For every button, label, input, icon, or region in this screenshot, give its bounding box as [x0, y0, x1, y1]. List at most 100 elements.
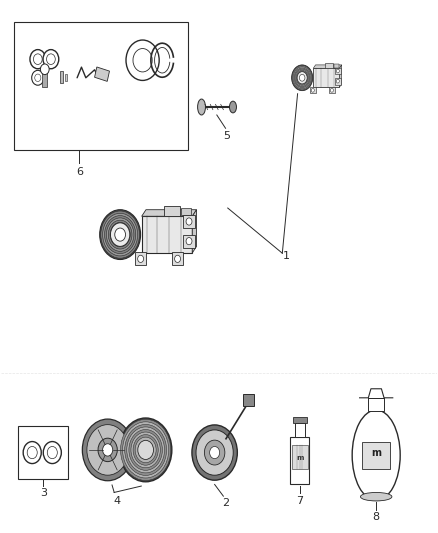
Circle shape [138, 440, 153, 459]
Circle shape [87, 425, 128, 475]
Ellipse shape [352, 410, 400, 500]
Bar [135, 252, 146, 265]
Bar [18, 426, 68, 479]
Circle shape [131, 432, 160, 468]
Circle shape [186, 218, 192, 225]
Bar [335, 78, 341, 85]
Circle shape [125, 424, 166, 475]
Circle shape [135, 437, 156, 463]
Circle shape [336, 69, 339, 73]
Circle shape [175, 255, 180, 262]
Text: 2: 2 [222, 498, 229, 508]
Bar [334, 64, 339, 68]
Text: 5: 5 [223, 132, 230, 141]
Circle shape [105, 216, 136, 254]
Circle shape [123, 422, 169, 478]
Circle shape [102, 213, 138, 256]
Bar [95, 67, 110, 82]
Circle shape [293, 67, 311, 89]
Bar [14, 22, 188, 150]
Text: 4: 4 [114, 496, 121, 506]
Bar [290, 437, 309, 484]
Circle shape [108, 220, 132, 249]
Circle shape [297, 71, 307, 84]
Text: 3: 3 [40, 488, 47, 498]
Circle shape [43, 441, 61, 464]
Bar [313, 68, 339, 87]
Circle shape [101, 211, 140, 258]
Circle shape [330, 88, 333, 92]
Bar [164, 206, 180, 216]
Polygon shape [141, 209, 197, 216]
Bar [294, 423, 305, 437]
Circle shape [102, 444, 113, 456]
Text: m: m [296, 455, 304, 461]
Circle shape [98, 438, 117, 462]
Circle shape [300, 75, 305, 81]
Circle shape [138, 255, 144, 262]
Polygon shape [192, 209, 197, 253]
Bar [292, 445, 307, 469]
Circle shape [133, 434, 158, 465]
Bar [42, 72, 47, 87]
Circle shape [120, 419, 171, 481]
Circle shape [296, 70, 308, 85]
Circle shape [297, 71, 307, 84]
Bar [368, 398, 384, 411]
Polygon shape [313, 65, 342, 68]
Circle shape [35, 74, 41, 82]
Bar [183, 235, 195, 248]
Bar [335, 68, 341, 75]
Circle shape [210, 447, 219, 458]
Circle shape [27, 447, 37, 459]
Circle shape [32, 70, 44, 85]
Bar [172, 252, 183, 265]
Circle shape [47, 447, 57, 459]
Circle shape [294, 68, 310, 87]
Bar [183, 215, 195, 228]
Circle shape [186, 238, 192, 245]
Circle shape [120, 418, 172, 482]
Circle shape [40, 64, 49, 75]
Text: 1: 1 [283, 251, 290, 261]
Text: 7: 7 [296, 496, 304, 506]
Bar [243, 394, 254, 406]
Ellipse shape [360, 492, 392, 501]
Circle shape [295, 69, 309, 86]
Circle shape [127, 427, 165, 473]
Circle shape [336, 79, 339, 83]
Bar [325, 63, 333, 68]
Circle shape [311, 88, 314, 92]
Polygon shape [339, 65, 342, 87]
Circle shape [46, 54, 55, 64]
Bar [181, 208, 191, 215]
Circle shape [106, 218, 134, 252]
Text: 8: 8 [373, 512, 380, 522]
Circle shape [115, 228, 126, 241]
Circle shape [110, 223, 130, 246]
Bar [65, 74, 67, 82]
Ellipse shape [230, 101, 237, 113]
Circle shape [292, 65, 313, 91]
Bar [141, 216, 192, 253]
Bar [60, 71, 63, 83]
Bar [362, 442, 390, 469]
Circle shape [192, 425, 237, 480]
Text: 6: 6 [76, 166, 83, 176]
Circle shape [110, 222, 130, 247]
Bar [310, 86, 315, 93]
Bar [293, 417, 307, 423]
Circle shape [126, 40, 159, 80]
Circle shape [133, 49, 152, 72]
Circle shape [23, 441, 41, 464]
Ellipse shape [198, 99, 205, 115]
Circle shape [100, 209, 141, 260]
Circle shape [196, 430, 233, 475]
Circle shape [30, 50, 46, 69]
Text: m: m [371, 448, 381, 457]
Circle shape [43, 50, 59, 69]
Circle shape [112, 225, 128, 245]
Circle shape [82, 419, 133, 481]
Circle shape [205, 440, 225, 465]
Circle shape [292, 66, 312, 90]
